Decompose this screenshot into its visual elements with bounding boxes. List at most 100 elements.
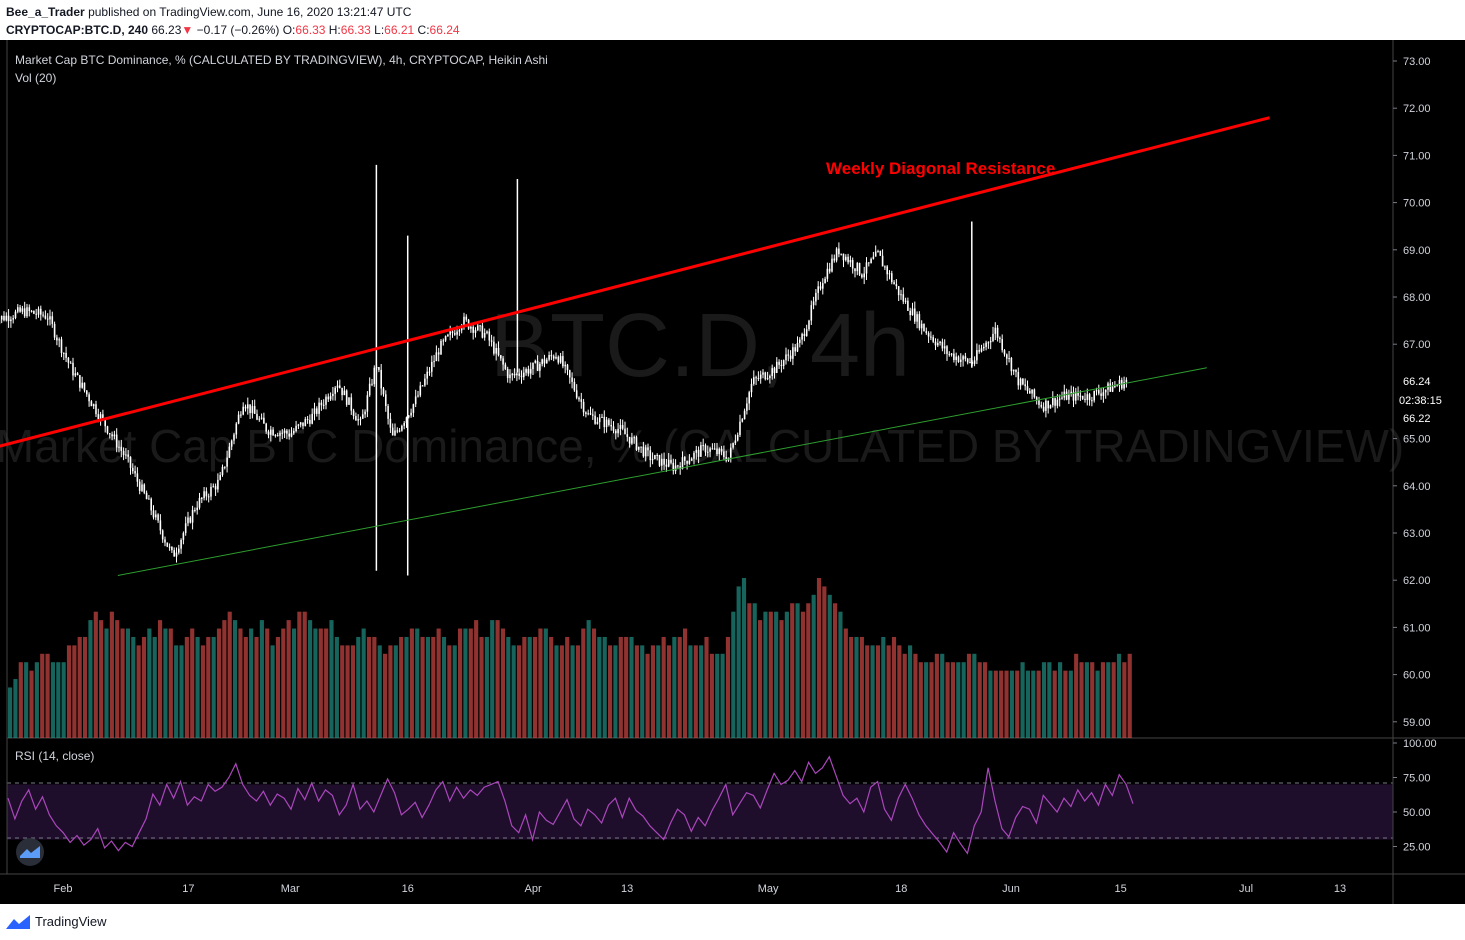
candle-body <box>948 353 951 355</box>
candle-body <box>28 307 31 312</box>
publisher-line: Bee_a_Trader published on TradingView.co… <box>6 5 411 19</box>
candle-body <box>196 507 198 511</box>
candle-body <box>918 314 921 329</box>
volume-bar <box>1063 670 1068 738</box>
candle-body <box>131 467 134 472</box>
volume-bar <box>956 662 961 738</box>
candle-body <box>118 446 120 448</box>
candle-body <box>449 331 451 335</box>
candle-body <box>663 458 665 465</box>
candle-body <box>1049 405 1052 409</box>
tradingview-logo[interactable]: TradingView <box>6 914 107 929</box>
candle-body <box>412 404 415 413</box>
volume-bar <box>420 636 425 738</box>
price-axis-label: 73.00 <box>1403 56 1431 68</box>
chart-svg[interactable]: BTC.D, 4h Market Cap BTC Dominance, % (C… <box>0 40 1465 904</box>
candle-body <box>955 356 957 360</box>
candle-body <box>194 509 196 511</box>
candle-body <box>228 446 231 458</box>
candle-body <box>403 423 405 426</box>
volume-bar <box>238 628 243 738</box>
volume-bar <box>811 594 816 738</box>
candle-body <box>900 294 902 296</box>
candle-body <box>803 333 806 336</box>
candle-body <box>748 392 750 404</box>
volume-bar <box>838 611 843 738</box>
candle-body <box>573 381 576 391</box>
candle-body <box>187 517 189 524</box>
time-axis-label: 17 <box>182 883 194 895</box>
volume-bar <box>1111 662 1116 738</box>
candle-body <box>785 354 787 361</box>
candle-body <box>430 361 433 372</box>
trendlines[interactable] <box>0 116 1270 576</box>
volume-legend[interactable]: Vol (20) <box>15 71 56 85</box>
candle-body <box>414 396 417 405</box>
candle-body <box>941 341 944 349</box>
price-axis[interactable]: 73.00 72.00 71.00 70.00 69.00 68.00 67.00 65.00… <box>1393 56 1431 729</box>
candle-body <box>571 377 573 382</box>
candle-body <box>207 496 210 498</box>
candle-body <box>711 448 714 450</box>
candle-body <box>205 491 208 497</box>
tradingview-badge-icon[interactable] <box>16 838 44 866</box>
volume-bar <box>634 645 639 738</box>
volume-bar <box>983 662 988 738</box>
candle-body <box>1033 389 1036 398</box>
candle-body <box>394 430 396 436</box>
time-axis[interactable]: Feb 17 Mar 16 Apr 13 May 18 Jun 15 Jul 13 <box>54 883 1347 895</box>
candle-body <box>690 458 693 461</box>
candle-body <box>877 250 879 252</box>
volume-bar <box>795 603 800 738</box>
price-axis-label: 67.00 <box>1403 339 1431 351</box>
resistance-annotation[interactable]: Weekly Diagonal Resistance <box>826 159 1055 178</box>
candle-body <box>171 546 173 551</box>
rsi-axis[interactable]: 100.00 75.00 50.00 25.00 <box>1393 738 1437 854</box>
tradingview-logo-icon <box>6 914 30 929</box>
candle-body <box>53 323 56 338</box>
candle-body <box>210 486 212 497</box>
volume-bar <box>827 594 832 738</box>
candle-body <box>39 308 42 315</box>
candle-body <box>902 294 905 302</box>
candle-body <box>65 352 67 358</box>
chart-area[interactable]: BTC.D, 4h Market Cap BTC Dominance, % (C… <box>0 40 1465 904</box>
rsi-legend[interactable]: RSI (14, close) <box>15 749 94 763</box>
candle-body <box>775 361 778 374</box>
candle-body <box>780 364 783 366</box>
candle-body <box>603 416 606 428</box>
volume-bar <box>559 645 564 738</box>
candle-body <box>1012 369 1015 372</box>
volume-bar <box>929 662 934 738</box>
candle-body <box>1047 400 1049 409</box>
candle-body <box>499 355 502 359</box>
volume-bar <box>640 645 645 738</box>
candle-body <box>315 408 318 414</box>
candle-body <box>279 432 281 436</box>
candle-body <box>26 307 28 317</box>
candle-body <box>3 315 5 321</box>
candle-body <box>35 313 37 315</box>
volume-bar <box>340 645 345 738</box>
author-name[interactable]: Bee_a_Trader <box>6 5 85 19</box>
candle-body <box>334 387 336 394</box>
candle-body <box>529 369 532 374</box>
candle-body <box>798 339 801 343</box>
candle-body <box>504 364 507 369</box>
candle-body <box>200 497 203 499</box>
main-series-legend[interactable]: Market Cap BTC Dominance, % (CALCULATED … <box>15 53 548 67</box>
volume-bar <box>715 653 720 738</box>
candle-body <box>474 330 477 333</box>
price-axis-label: 68.00 <box>1403 292 1431 304</box>
candle-body <box>518 373 520 376</box>
candle-body <box>677 465 679 467</box>
volume-bar <box>565 636 570 738</box>
candle-body <box>1077 391 1079 396</box>
candle-body <box>125 454 127 456</box>
candle-body <box>679 466 681 470</box>
candle-body <box>313 408 316 414</box>
candle-body <box>378 367 380 370</box>
candle-body <box>821 283 824 289</box>
candle-body <box>1038 400 1040 405</box>
candle-body <box>819 286 822 289</box>
